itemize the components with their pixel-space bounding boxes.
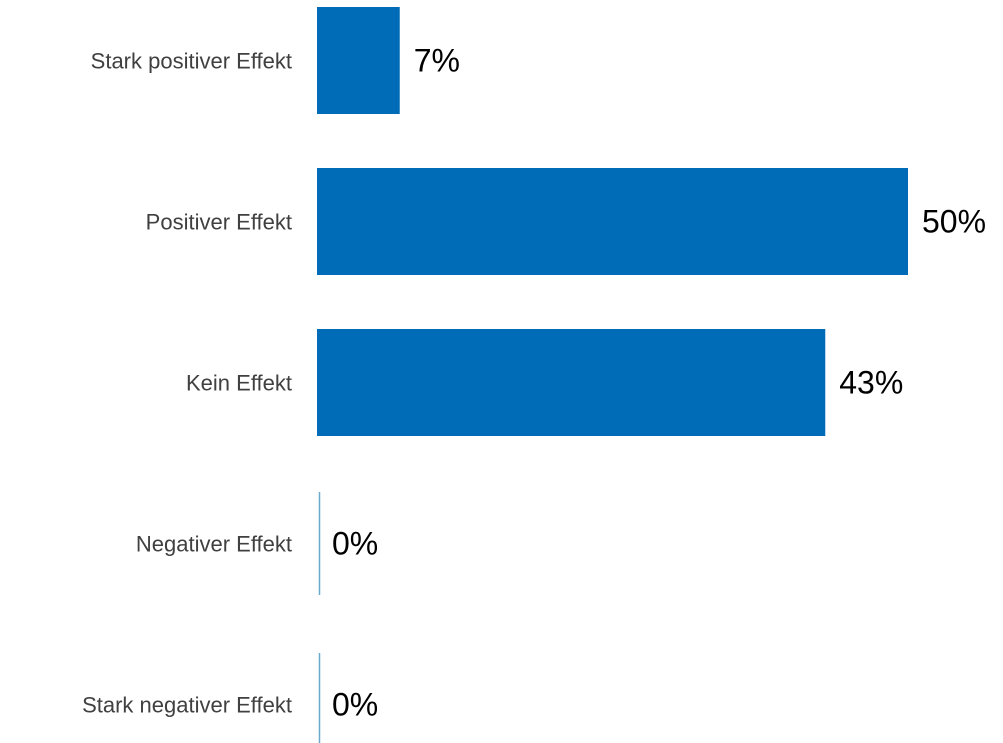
bar-stark-positiver-effekt [317,7,400,114]
value-label-stark-negativer-effekt: 0% [332,687,378,723]
value-labels-group: 7% 50% 43% 0% 0% [332,43,986,723]
category-label-stark-negativer-effekt: Stark negativer Effekt [82,693,292,718]
category-label-negativer-effekt: Negativer Effekt [136,532,292,557]
value-label-stark-positiver-effekt: 7% [414,43,460,79]
category-labels-group: Stark positiver Effekt Positiver Effekt Ke… [82,49,292,718]
category-label-kein-effekt: Kein Effekt [186,371,292,396]
value-label-kein-effekt: 43% [839,365,903,401]
bars-group [317,7,908,743]
bar-kein-effekt [317,329,826,436]
value-label-negativer-effekt: 0% [332,526,378,562]
bar-positiver-effekt [317,168,908,275]
value-label-positiver-effekt: 50% [922,204,986,240]
category-label-positiver-effekt: Positiver Effekt [146,210,292,235]
category-label-stark-positiver-effekt: Stark positiver Effekt [91,49,292,74]
